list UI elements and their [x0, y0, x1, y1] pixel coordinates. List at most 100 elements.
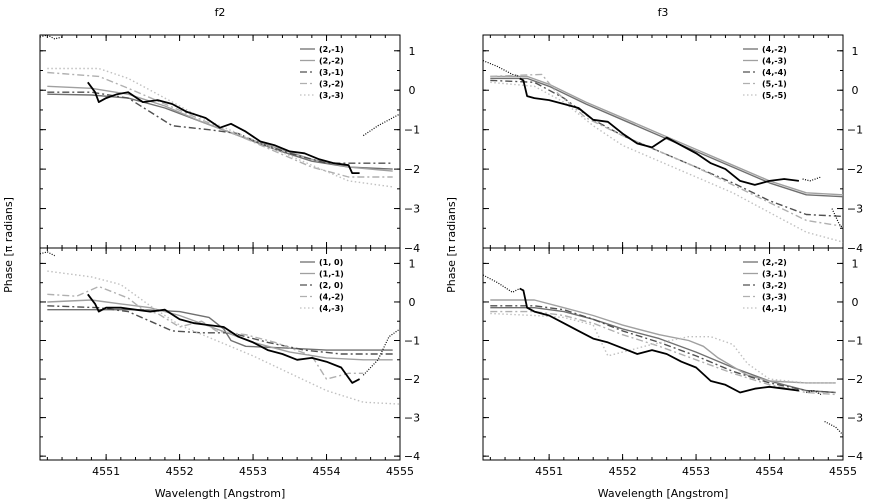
series-line-1-4 — [490, 81, 843, 243]
series-line-3-2 — [490, 305, 836, 394]
column-title-f3: f3 — [658, 6, 669, 19]
x-tick-label: 4554 — [756, 465, 784, 478]
plot-frame — [39, 34, 401, 249]
series-line-3-3 — [490, 310, 836, 396]
legend-label: (3,-2) — [319, 80, 344, 89]
legend-label: (1,-1) — [319, 270, 344, 279]
series-line-3-6 — [483, 274, 520, 293]
series-line-2-6 — [40, 251, 55, 257]
y-tick-label: 0 — [409, 84, 416, 97]
series-line-1-5 — [519, 77, 800, 186]
legend: (2,-1) (2,-2) (3,-1) (3,-2) (3,-3) — [300, 45, 344, 100]
series-line-1-7 — [802, 176, 822, 182]
legend-label: (3,-1) — [762, 270, 787, 279]
y-tick-label: −3 — [847, 203, 863, 216]
series-group — [40, 35, 400, 188]
legend-label: (4,-1) — [762, 304, 787, 313]
x-tick-label: 4555 — [386, 465, 414, 478]
y-tick-label: −1 — [404, 124, 420, 137]
y-tick-label: −2 — [404, 373, 420, 386]
panel-f3-bottom: 4551 4552 4553 4554 4555 1 0 −1 −2 −3 −4 (2,-2) (3,-… — [482, 247, 863, 478]
panel-f2-bottom: 4551 4552 4553 4554 4555 1 0 −1 −2 −3 −4 (1, 0) (1,-… — [39, 247, 420, 478]
legend: (1, 0) (1,-1) (2, 0) (4,-2) (4,-3) — [300, 258, 344, 313]
series-line-2-1 — [47, 299, 393, 361]
series-line-0-7 — [362, 113, 400, 137]
legend-label: (4,-2) — [762, 45, 787, 54]
series-line-1-0 — [490, 77, 843, 198]
y-tick-label: −4 — [404, 242, 420, 255]
y-tick-label: 1 — [409, 257, 416, 270]
series-line-3-1 — [490, 299, 836, 384]
y-tick-label: 1 — [409, 45, 416, 58]
x-tick-label: 4553 — [239, 465, 267, 478]
x-tick-label: 4551 — [535, 465, 563, 478]
series-line-3-8 — [824, 420, 843, 436]
x-axis-label-right: Wavelength [Angstrom] — [598, 487, 729, 500]
y-tick-label: −1 — [404, 335, 420, 348]
plot-frame — [482, 247, 844, 461]
series-group — [483, 274, 843, 436]
column-title-f2: f2 — [215, 6, 226, 19]
series-group — [483, 60, 843, 243]
y-tick-label: −1 — [847, 124, 863, 137]
series-line-3-4 — [490, 312, 836, 384]
series-line-2-2 — [47, 305, 393, 355]
legend-label: (4,-2) — [319, 293, 344, 302]
legend-label: (3,-1) — [319, 68, 344, 77]
series-line-1-6 — [483, 60, 520, 77]
legend-label: (2,-1) — [319, 45, 344, 54]
y-tick-label: 0 — [852, 296, 859, 309]
legend-label: (4,-3) — [762, 57, 787, 66]
y-tick-label: −2 — [847, 373, 863, 386]
series-line-1-8 — [831, 208, 843, 229]
y-tick-label: 1 — [852, 45, 859, 58]
series-line-2-5 — [87, 293, 361, 384]
legend-label: (1, 0) — [319, 258, 343, 267]
legend-label: (4,-4) — [762, 68, 787, 77]
legend: (4,-2) (4,-3) (4,-4) (5,-1) (5,-5) — [743, 45, 787, 100]
series-line-3-7 — [806, 390, 822, 396]
y-tick-label: −4 — [847, 450, 863, 463]
y-axis-label-left: Phase [π radians] — [2, 197, 15, 293]
series-line-2-7 — [362, 328, 400, 376]
series-line-3-5 — [519, 287, 800, 394]
y-tick-label: −1 — [847, 335, 863, 348]
legend-label: (4,-3) — [319, 304, 344, 313]
series-line-3-0 — [490, 307, 836, 394]
plot-frame — [482, 34, 844, 249]
legend-label: (3,-2) — [762, 281, 787, 290]
x-axis-label-left: Wavelength [Angstrom] — [155, 487, 286, 500]
legend-label: (2,-2) — [762, 258, 787, 267]
series-line-0-2 — [47, 91, 393, 164]
x-tick-label: 4555 — [829, 465, 857, 478]
series-line-0-5 — [87, 81, 360, 174]
x-tick-label: 4551 — [92, 465, 120, 478]
panel-f3-top: 1 0 −1 −2 −3 −4 (4,-2) (4,-3) (4,-4) (5,-1) (5,-5) — [482, 34, 863, 255]
y-tick-label: −4 — [847, 242, 863, 255]
series-group — [40, 251, 400, 405]
y-tick-label: −3 — [404, 203, 420, 216]
legend-label: (2,-2) — [319, 57, 344, 66]
x-tick-label: 4554 — [313, 465, 341, 478]
legend-label: (2, 0) — [319, 281, 343, 290]
y-tick-label: 1 — [852, 257, 859, 270]
x-tick-label: 4553 — [682, 465, 710, 478]
x-tick-label: 4552 — [166, 465, 194, 478]
plot-frame — [39, 247, 401, 461]
series-line-0-6 — [40, 35, 63, 40]
series-line-2-3 — [47, 285, 364, 380]
legend: (2,-2) (3,-1) (3,-2) (3,-3) (4,-1) — [743, 258, 787, 313]
series-line-1-1 — [490, 75, 843, 196]
panel-f2-top: 1 0 −1 −2 −3 −4 (2,-1) (2,-2) (3,-1) (3,-2) (3,-3) — [39, 34, 420, 255]
y-tick-label: −3 — [847, 412, 863, 425]
y-tick-label: 0 — [409, 296, 416, 309]
legend-label: (5,-1) — [762, 80, 787, 89]
y-axis-label-right: Phase [π radians] — [445, 197, 458, 293]
legend-label: (3,-3) — [319, 91, 344, 100]
y-tick-label: −4 — [404, 450, 420, 463]
series-line-2-4 — [47, 270, 400, 405]
legend-label: (5,-5) — [762, 91, 787, 100]
legend-label: (3,-3) — [762, 293, 787, 302]
y-tick-label: −3 — [404, 412, 420, 425]
